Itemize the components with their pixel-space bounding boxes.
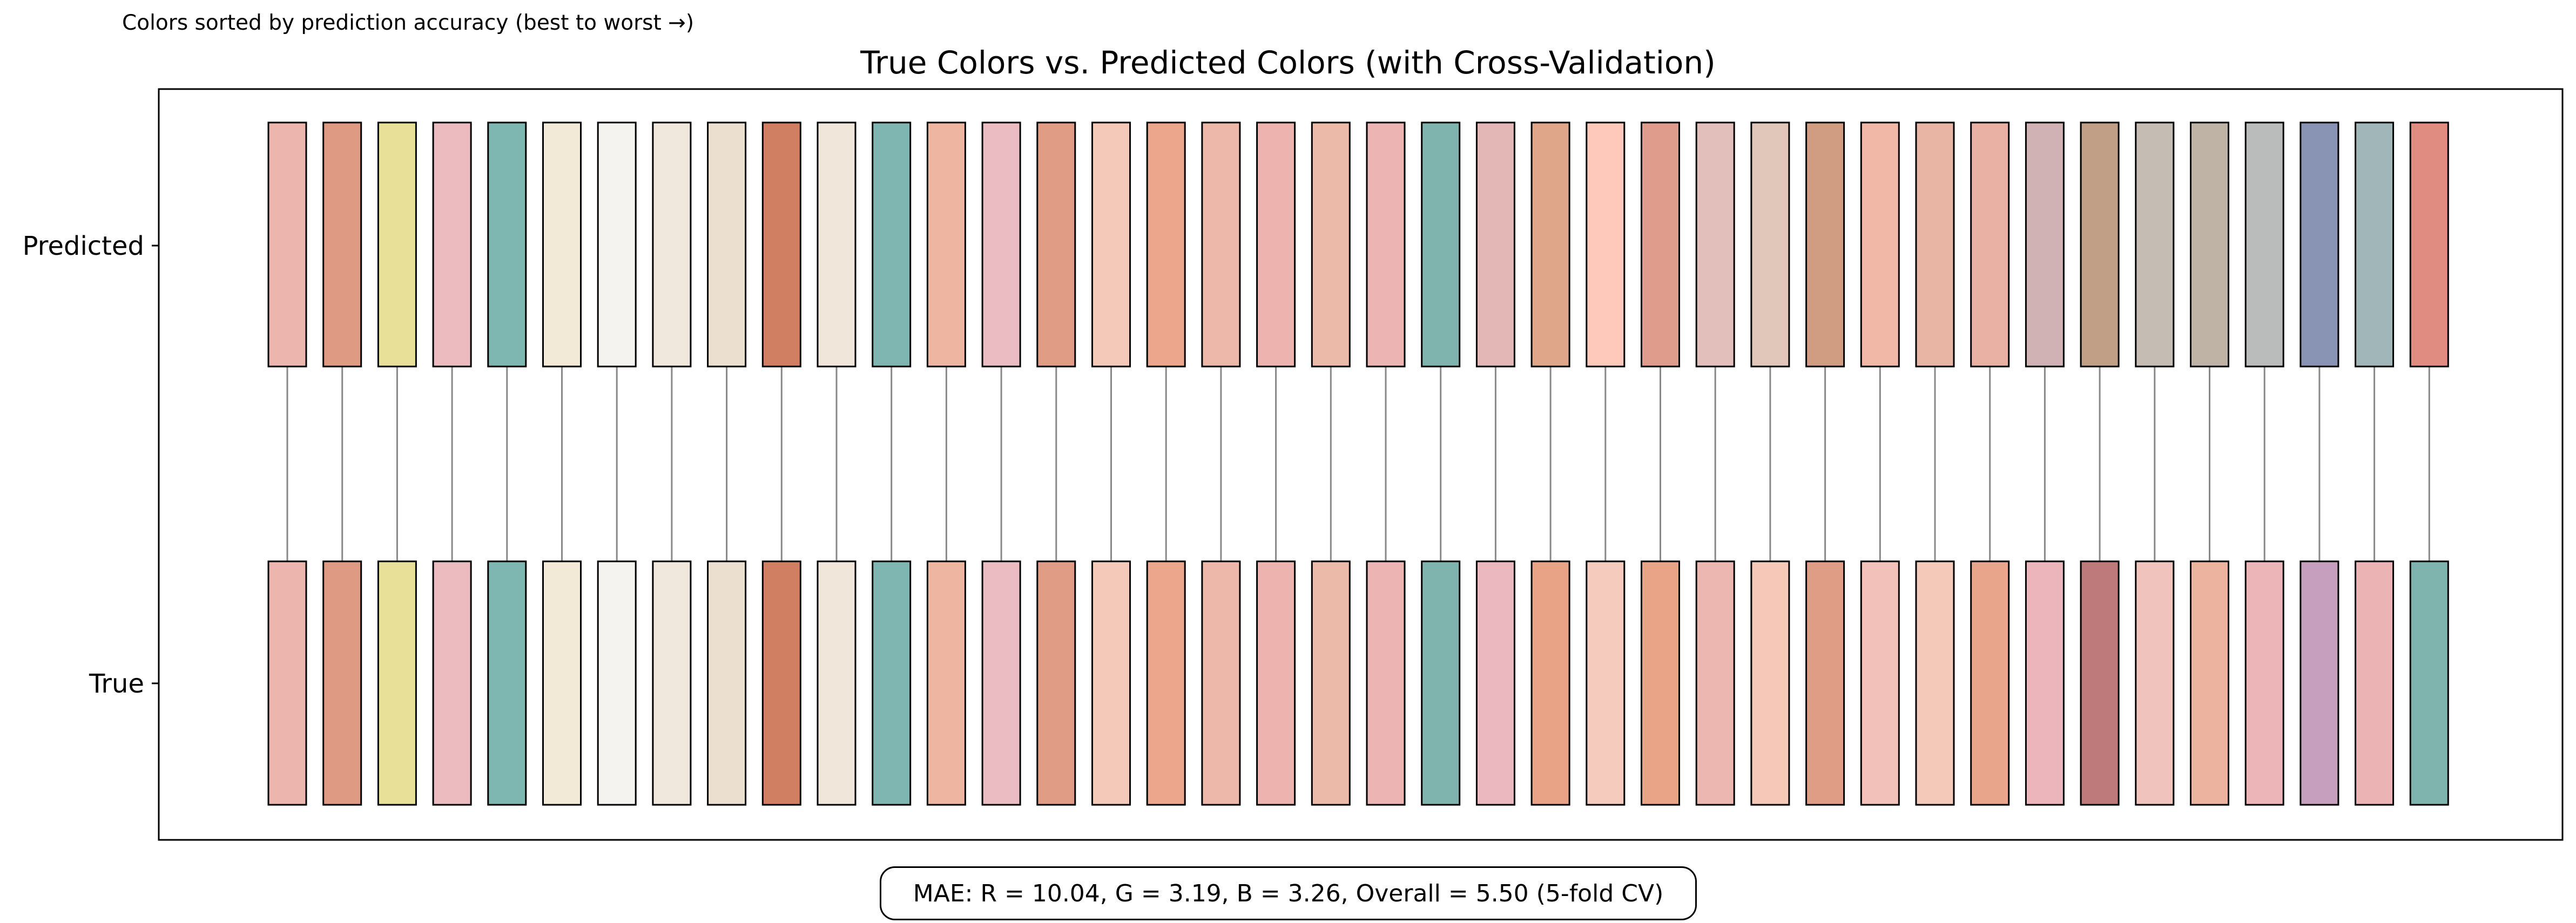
- mae-summary-box: MAE: R = 10.04, G = 3.19, B = 3.26, Over…: [880, 866, 1697, 920]
- chart-subtitle: Colors sorted by prediction accuracy (be…: [122, 11, 694, 35]
- predicted-swatch: [1641, 121, 1680, 368]
- true-swatch: [1366, 560, 1406, 806]
- true-swatch: [1256, 560, 1296, 806]
- predicted-swatch: [1311, 121, 1351, 368]
- predicted-swatch: [2135, 121, 2175, 368]
- true-swatch: [597, 560, 637, 806]
- true-swatch: [1530, 560, 1570, 806]
- connector-lines: [286, 367, 2430, 561]
- true-swatch: [377, 560, 417, 806]
- predicted-swatch: [377, 121, 417, 368]
- true-swatch: [1750, 560, 1790, 806]
- predicted-swatch: [2409, 121, 2449, 368]
- true-swatch: [761, 560, 801, 806]
- predicted-swatch: [267, 121, 307, 368]
- true-swatch: [1475, 560, 1515, 806]
- predicted-swatch: [597, 121, 637, 368]
- predicted-swatch: [652, 121, 692, 368]
- true-swatch: [1311, 560, 1351, 806]
- true-swatch: [1036, 560, 1076, 806]
- true-swatch: [2299, 560, 2339, 806]
- true-swatch: [2409, 560, 2449, 806]
- true-swatch: [926, 560, 966, 806]
- mae-summary-text: MAE: R = 10.04, G = 3.19, B = 3.26, Over…: [913, 879, 1664, 907]
- true-swatch: [2190, 560, 2229, 806]
- plot-area-frame: [158, 88, 2564, 841]
- true-swatch: [1146, 560, 1186, 806]
- true-swatch: [1695, 560, 1735, 806]
- swatch-chart: Predicted True: [23, 88, 2564, 841]
- true-swatch: [1915, 560, 1955, 806]
- true-swatch: [432, 560, 472, 806]
- predicted-swatch: [2190, 121, 2229, 368]
- chart-title: True Colors vs. Predicted Colors (with C…: [860, 44, 1716, 81]
- predicted-swatch: [761, 121, 801, 368]
- true-swatch: [872, 560, 912, 806]
- swatch-marks: [267, 121, 2449, 806]
- predicted-swatch: [1970, 121, 2010, 368]
- predicted-swatch: [981, 121, 1021, 368]
- true-swatch: [817, 560, 857, 806]
- predicted-swatch: [2299, 121, 2339, 368]
- predicted-swatch: [2025, 121, 2065, 368]
- y-tick-label: Predicted: [23, 231, 144, 261]
- predicted-swatch: [817, 121, 857, 368]
- predicted-swatch: [322, 121, 362, 368]
- true-swatch: [2025, 560, 2065, 806]
- true-swatch: [2135, 560, 2175, 806]
- predicted-swatch: [1805, 121, 1845, 368]
- true-swatch: [487, 560, 527, 806]
- true-swatch: [981, 560, 1021, 806]
- predicted-swatch: [487, 121, 527, 368]
- true-swatch: [1970, 560, 2010, 806]
- true-swatch: [322, 560, 362, 806]
- true-swatch: [267, 560, 307, 806]
- true-swatch: [2080, 560, 2120, 806]
- predicted-swatch: [542, 121, 582, 368]
- true-swatch: [1201, 560, 1241, 806]
- predicted-swatch: [1366, 121, 1406, 368]
- predicted-swatch: [1146, 121, 1186, 368]
- predicted-swatch: [1915, 121, 1955, 368]
- predicted-swatch: [432, 121, 472, 368]
- true-swatch: [1586, 560, 1626, 806]
- true-swatch: [1091, 560, 1131, 806]
- true-swatch: [1421, 560, 1461, 806]
- true-swatch: [1805, 560, 1845, 806]
- true-swatch: [2355, 560, 2395, 806]
- predicted-swatch: [1036, 121, 1076, 368]
- predicted-swatch: [1256, 121, 1296, 368]
- predicted-swatch: [1530, 121, 1570, 368]
- predicted-swatch: [1860, 121, 1900, 368]
- predicted-swatch: [1091, 121, 1131, 368]
- true-swatch: [1641, 560, 1680, 806]
- true-swatch: [652, 560, 692, 806]
- predicted-swatch: [926, 121, 966, 368]
- predicted-swatch: [1475, 121, 1515, 368]
- predicted-swatch: [2244, 121, 2284, 368]
- true-swatch: [542, 560, 582, 806]
- y-tick-label: True: [89, 669, 144, 699]
- predicted-swatch: [1201, 121, 1241, 368]
- true-swatch: [707, 560, 747, 806]
- true-swatch: [1860, 560, 1900, 806]
- predicted-swatch: [872, 121, 912, 368]
- predicted-swatch: [707, 121, 747, 368]
- predicted-swatch: [1750, 121, 1790, 368]
- predicted-swatch: [2080, 121, 2120, 368]
- predicted-swatch: [2355, 121, 2395, 368]
- true-swatch: [2244, 560, 2284, 806]
- y-axis: Predicted True: [23, 231, 159, 699]
- predicted-swatch: [1695, 121, 1735, 368]
- predicted-swatch: [1421, 121, 1461, 368]
- predicted-swatch: [1586, 121, 1626, 368]
